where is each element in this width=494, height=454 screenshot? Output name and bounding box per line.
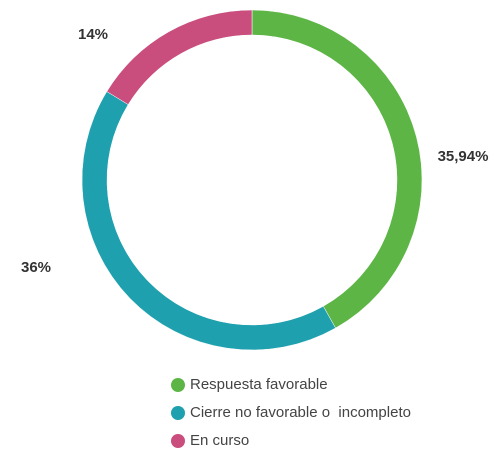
legend-label: Cierre no favorable o incompleto [190,404,411,421]
data-label: 14% [78,26,108,43]
data-label: 35,94% [438,148,489,165]
legend-label: Respuesta favorable [190,376,328,393]
donut-segment [251,9,423,329]
donut-segment [106,9,253,105]
donut-segment [81,91,336,351]
legend-swatch [171,434,185,448]
legend-swatch [171,378,185,392]
data-label: 36% [21,259,51,276]
legend-swatch [171,406,185,420]
legend-label: En curso [190,432,249,449]
